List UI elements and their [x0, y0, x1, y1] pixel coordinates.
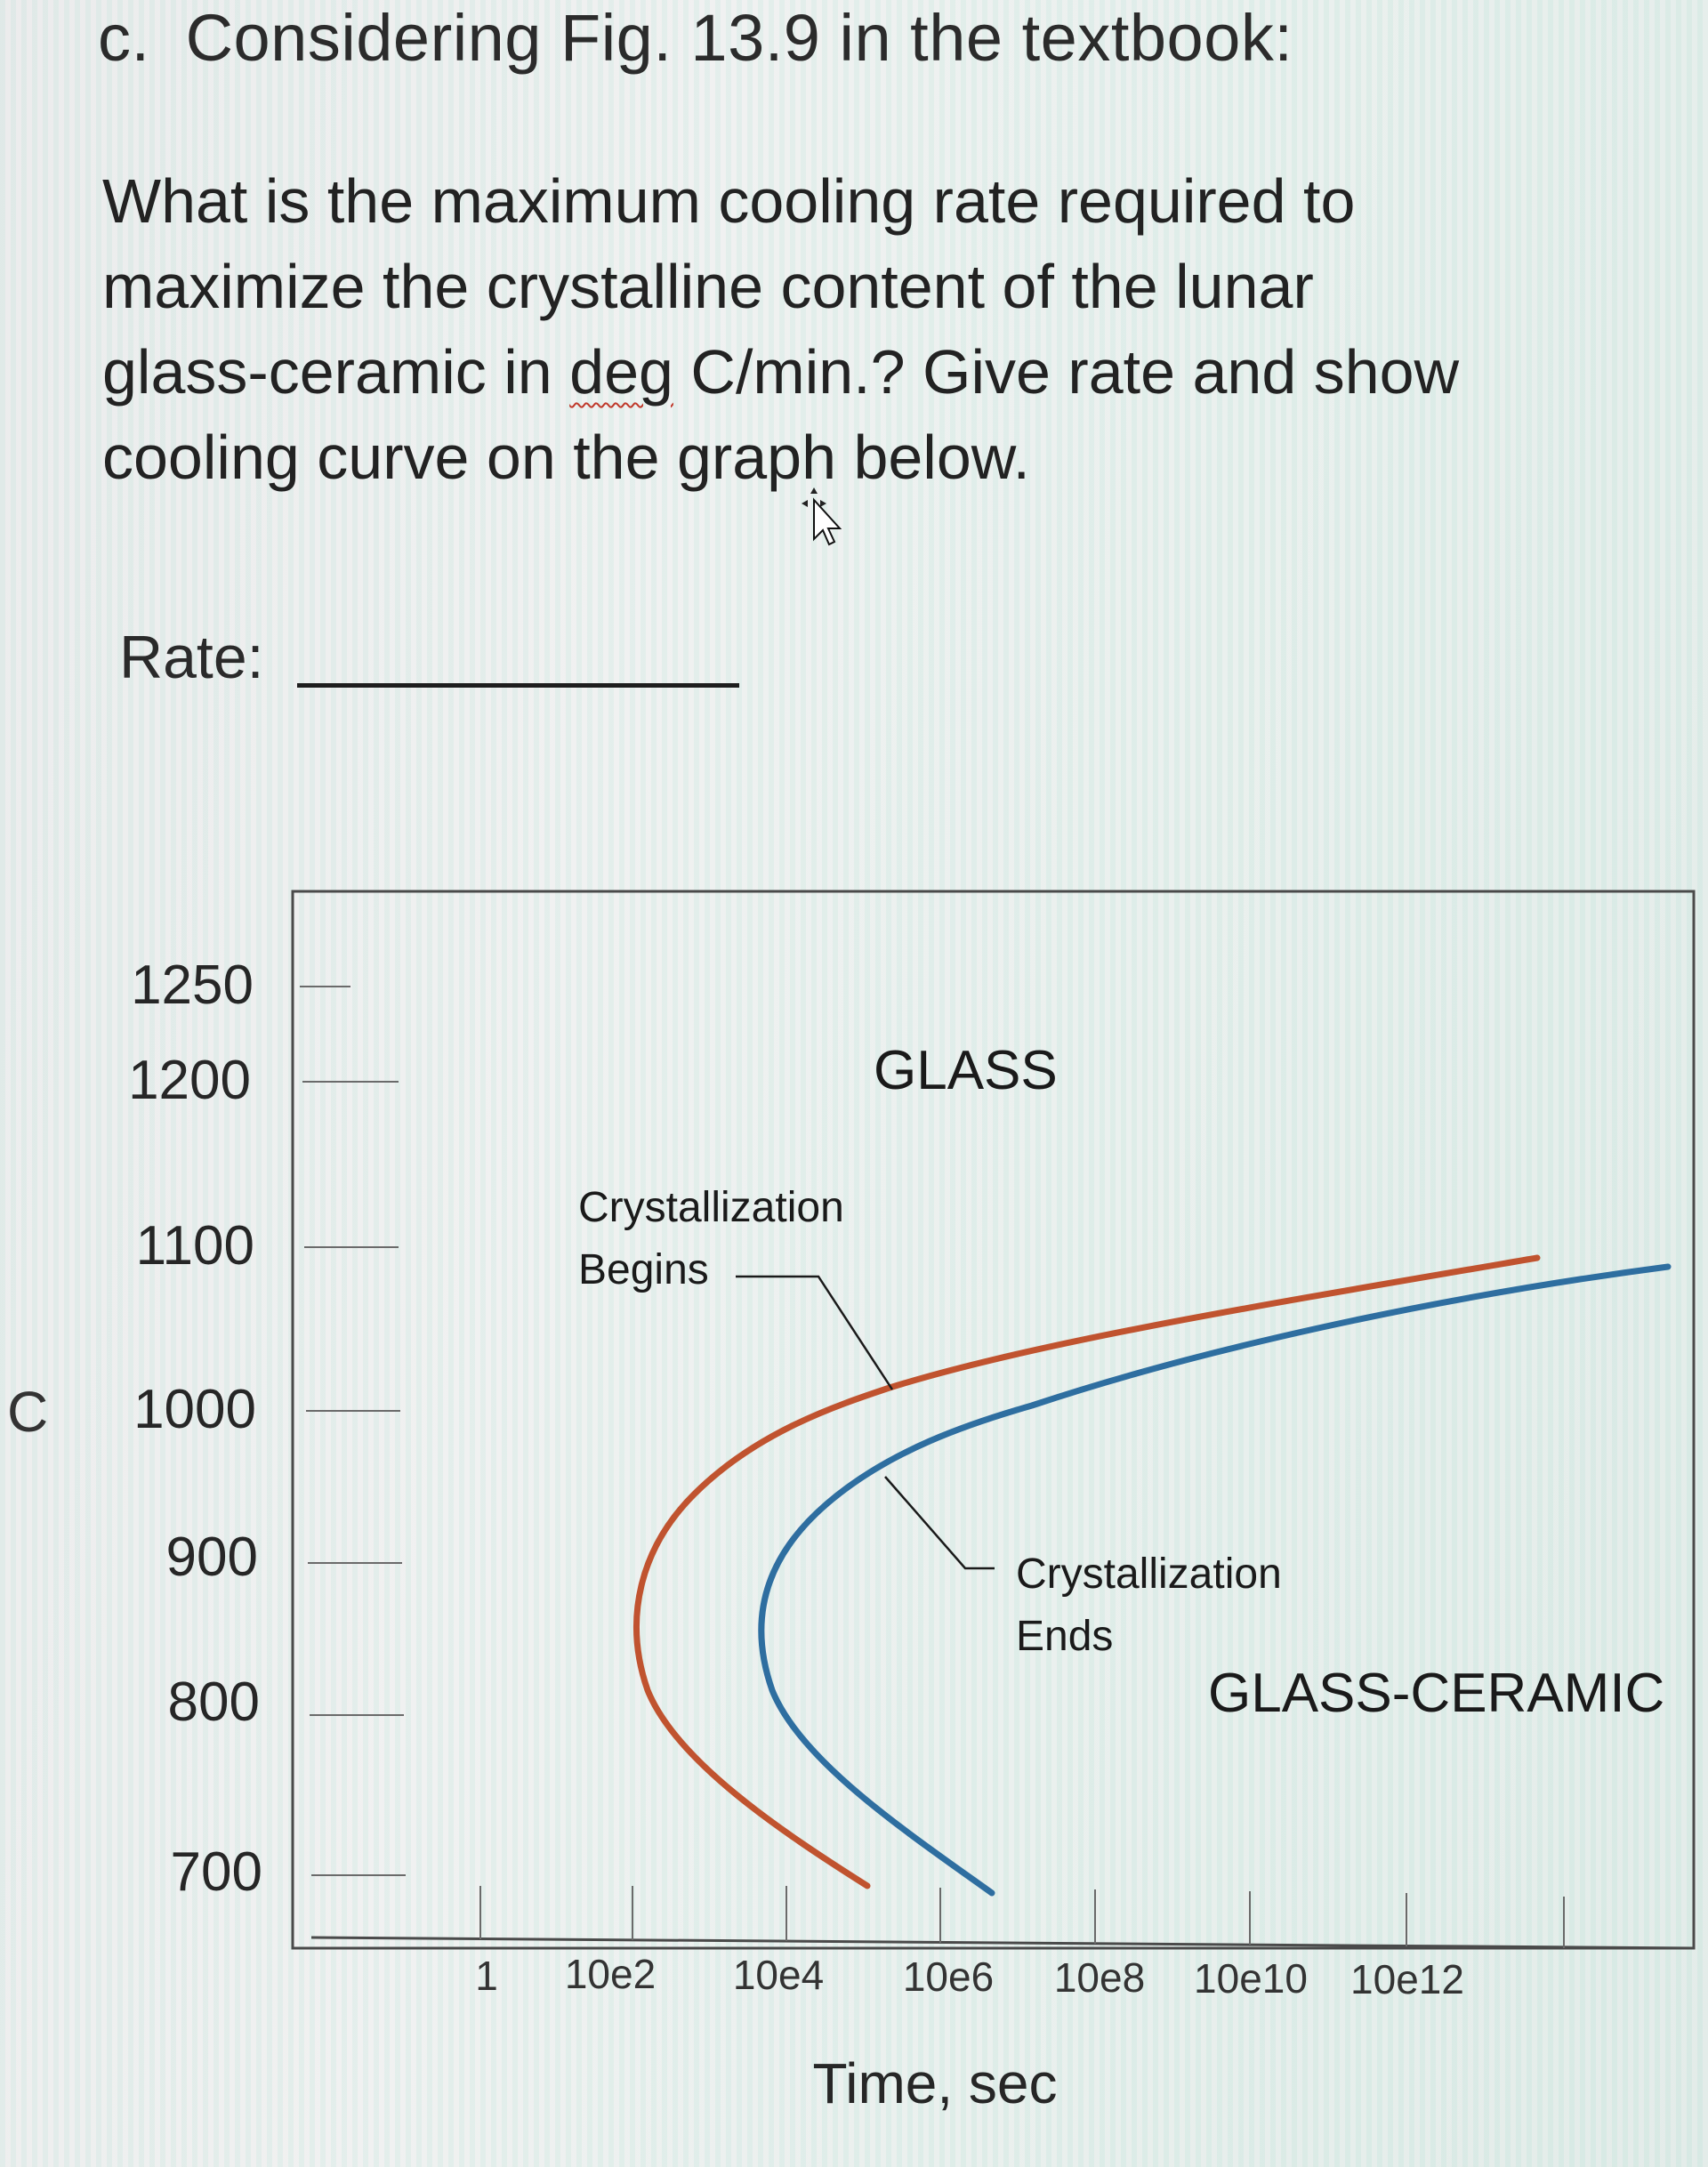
- annotation-ends-line-1: Crystallization: [1016, 1551, 1282, 1598]
- y-tick-800: 800: [167, 1672, 260, 1733]
- annotation-begins-line-2: Begins: [578, 1246, 709, 1293]
- question-line-4: cooling curve on the graph below.: [102, 423, 1030, 492]
- heading-text: Considering Fig. 13.9 in the textbook:: [185, 1, 1293, 75]
- question-line-3-end: C/min.? Give rate and show: [673, 337, 1460, 407]
- x-tick-10e12: 10e12: [1350, 1956, 1464, 2002]
- crystallization-begins-curve: [633, 1254, 1541, 1889]
- spellcheck-flagged-word[interactable]: deg: [569, 337, 673, 407]
- rate-label: Rate:: [119, 624, 264, 691]
- x-tick-1: 1: [475, 1953, 498, 1999]
- x-tick-10e8: 10e8: [1053, 1954, 1146, 2001]
- question-line-3: glass-ceramic in deg C/min.? Give rate a…: [102, 329, 1543, 415]
- x-tick-10e6: 10e6: [902, 1954, 995, 2000]
- ends-leader-line-visible: [884, 1476, 995, 1570]
- annotation-ends-line-2: Ends: [1016, 1613, 1114, 1660]
- x-tick-10e4: 10e4: [732, 1952, 825, 1998]
- question-line-3-start: glass-ceramic in: [102, 337, 570, 407]
- crystallization-ends-curve: [758, 1263, 1672, 1897]
- y-tick-marks: [300, 986, 406, 1876]
- region-label-glass: GLASS: [874, 1040, 1058, 1101]
- y-tick-1000: 1000: [133, 1379, 256, 1440]
- y-tick-1100: 1100: [135, 1215, 254, 1277]
- move-cursor-icon: [802, 487, 842, 546]
- question-heading: c. Considering Fig. 13.9 in the textbook:: [98, 0, 1293, 76]
- annotation-begins-line-1: Crystallization: [578, 1184, 844, 1231]
- annotation-crystallization-ends: Crystallization Ends: [1016, 1543, 1282, 1668]
- x-tick-marks: [479, 1886, 1565, 1948]
- x-axis-line: [310, 1936, 1695, 1950]
- y-tick-1250: 1250: [131, 955, 254, 1016]
- rate-answer-blank[interactable]: [297, 683, 739, 688]
- x-tick-10e2: 10e2: [564, 1951, 657, 1997]
- y-tick-700: 700: [170, 1841, 262, 1903]
- question-line-1: What is the maximum cooling rate require…: [102, 166, 1356, 236]
- y-tick-900: 900: [165, 1527, 258, 1588]
- question-line-2: maximize the crystalline content of the …: [102, 252, 1314, 321]
- chart-frame: [291, 890, 1696, 1950]
- begins-leader-line: [736, 1275, 894, 1390]
- y-tick-1200: 1200: [128, 1050, 251, 1111]
- region-label-glass-ceramic: GLASS-CERAMIC: [1208, 1663, 1665, 1724]
- question-body: What is the maximum cooling rate require…: [102, 158, 1543, 500]
- annotation-crystallization-begins: Crystallization Begins: [578, 1177, 844, 1301]
- x-axis-title: Time, sec: [812, 2051, 1058, 2115]
- part-label: c.: [98, 1, 150, 75]
- x-tick-10e10: 10e10: [1194, 1955, 1308, 2002]
- y-axis-unit-label: C: [7, 1380, 49, 1444]
